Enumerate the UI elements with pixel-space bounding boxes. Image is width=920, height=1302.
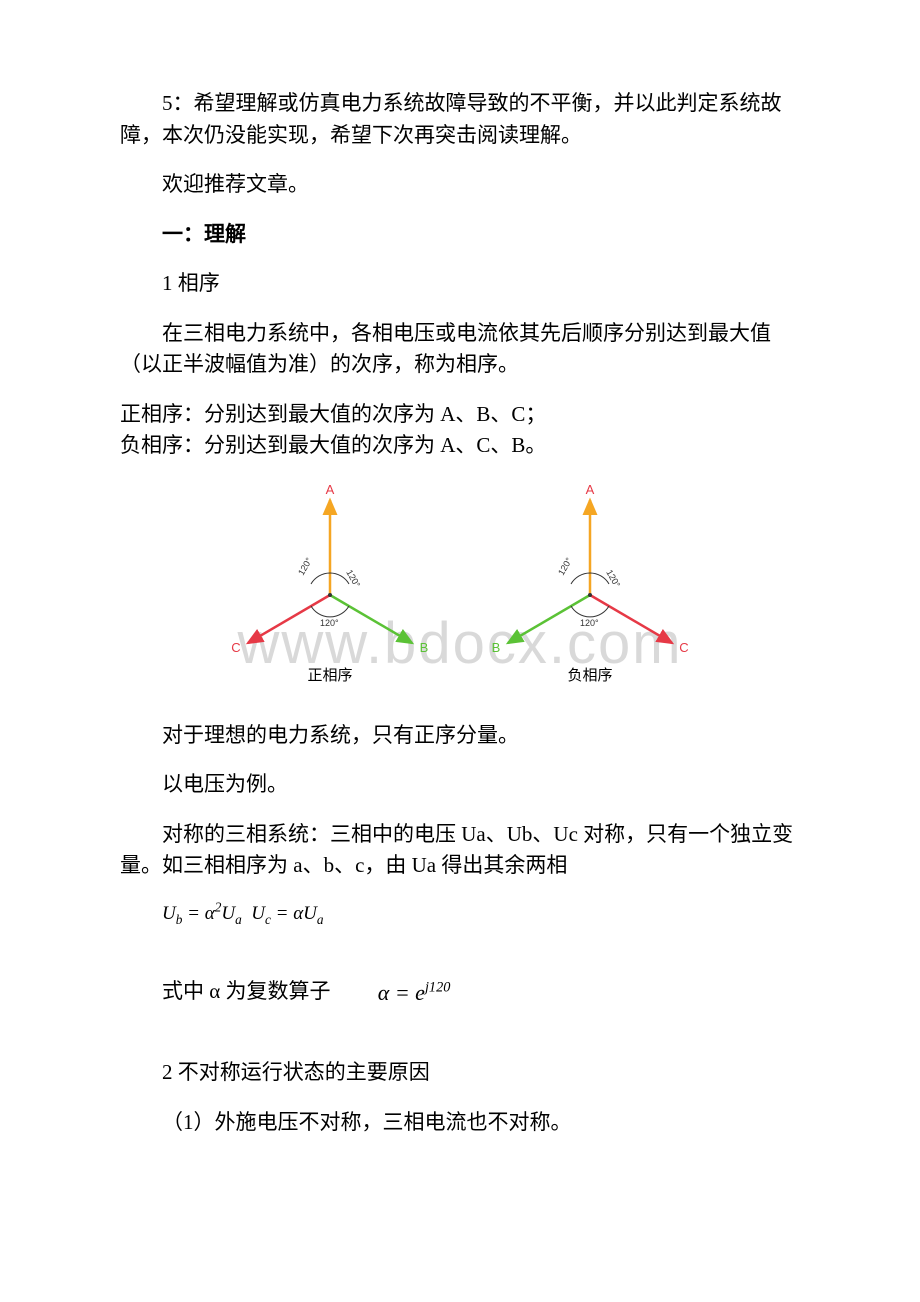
section-heading-1: 一：理解 xyxy=(120,219,800,251)
caption-right: 负相序 xyxy=(567,667,612,684)
subheading-1: 1 相序 xyxy=(120,268,800,300)
angle-left-1: 120° xyxy=(296,555,314,576)
center-dot-left xyxy=(328,593,332,597)
label-a-left: A xyxy=(326,482,335,497)
arrow-c-left xyxy=(248,595,330,643)
arrow-b-left xyxy=(330,595,412,643)
formula-ub-uc: Ub = α2Ua Uc = αUa xyxy=(162,900,800,928)
arc-right-3 xyxy=(571,606,609,617)
arc-left-1 xyxy=(311,573,330,584)
positive-sequence-group: A C B 120° 120° 120° 正相序 xyxy=(231,482,428,684)
angle-right-2: 120° xyxy=(604,568,622,589)
paragraph-2: 欢迎推荐文章。 xyxy=(120,169,800,201)
arrow-b-right xyxy=(508,595,590,643)
negative-sequence-group: A B C 120° 120° 120° 负相序 xyxy=(492,482,689,684)
paragraph-7: 对于理想的电力系统，只有正序分量。 xyxy=(120,720,800,752)
paragraph-10: 式中 α 为复数算子 α = ej120 xyxy=(120,976,800,1010)
paragraph-12: （1）外施电压不对称，三相电流也不对称。 xyxy=(120,1107,800,1139)
phase-diagram-svg: A C B 120° 120° 120° 正相序 xyxy=(180,480,740,710)
caption-left: 正相序 xyxy=(307,667,352,684)
arc-left-3 xyxy=(311,606,349,617)
label-c-right: C xyxy=(679,640,688,655)
label-c-left: C xyxy=(231,640,240,655)
phase-sequence-diagram: A C B 120° 120° 120° 正相序 xyxy=(120,480,800,710)
label-a-right: A xyxy=(586,482,595,497)
paragraph-8: 以电压为例。 xyxy=(120,769,800,801)
paragraph-9: 对称的三相系统：三相中的电压 Ua、Ub、Uc 对称，只有一个独立变量。如三相相… xyxy=(120,819,800,882)
subheading-2: 2 不对称运行状态的主要原因 xyxy=(120,1057,800,1089)
arc-right-1 xyxy=(571,573,590,584)
paragraph-6b: 负相序：分别达到最大值的次序为 A、C、B。 xyxy=(120,430,800,462)
angle-left-2: 120° xyxy=(344,568,362,589)
center-dot-right xyxy=(588,593,592,597)
paragraph-5: 在三相电力系统中，各相电压或电流依其先后顺序分别达到最大值（以正半波幅值为准）的… xyxy=(120,318,800,381)
arrow-c-right xyxy=(590,595,672,643)
formula-alpha: α = ej120 xyxy=(336,976,451,1009)
angle-right-1: 120° xyxy=(556,555,574,576)
angle-right-3: 120° xyxy=(580,618,599,628)
paragraph-6a: 正相序：分别达到最大值的次序为 A、B、C； xyxy=(120,399,800,431)
label-b-right: B xyxy=(492,640,501,655)
p10-prefix: 式中 α 为复数算子 xyxy=(162,979,336,1003)
document-body: 5：希望理解或仿真电力系统故障导致的不平衡，并以此判定系统故障，本次仍没能实现，… xyxy=(0,0,920,1196)
label-b-left: B xyxy=(420,640,429,655)
paragraph-1: 5：希望理解或仿真电力系统故障导致的不平衡，并以此判定系统故障，本次仍没能实现，… xyxy=(120,88,800,151)
angle-left-3: 120° xyxy=(320,618,339,628)
